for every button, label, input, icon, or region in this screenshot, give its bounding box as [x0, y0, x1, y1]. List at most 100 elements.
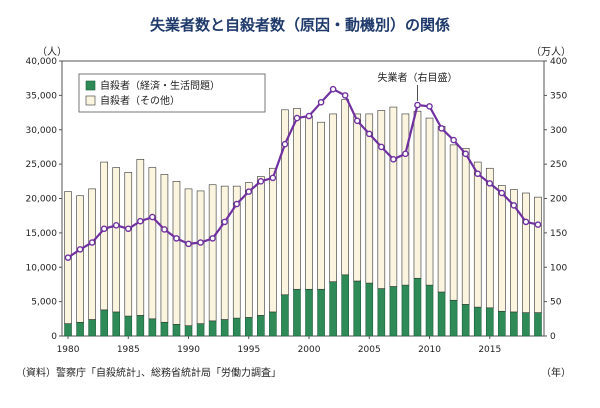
bar-economic	[269, 311, 277, 337]
unemployment-point	[64, 254, 72, 261]
right-tick-label: 0	[550, 332, 556, 342]
unemployment-point	[233, 200, 241, 208]
bar-other	[401, 113, 410, 286]
x-axis-unit: （年）	[541, 368, 571, 379]
bar-economic	[293, 288, 301, 337]
unemployment-point	[534, 221, 542, 228]
bar-economic	[148, 318, 157, 337]
bar-economic	[473, 306, 482, 337]
bar-economic	[220, 319, 229, 337]
left-tick-label: 25,000	[26, 160, 58, 170]
unemployment-point	[317, 98, 325, 106]
bar-economic	[100, 309, 108, 337]
unemployment-point	[450, 136, 457, 144]
unemployment-point	[498, 189, 506, 197]
bar-economic	[485, 307, 494, 337]
unemployment-point	[402, 150, 409, 158]
bar-other	[124, 172, 133, 317]
bar-economic	[353, 280, 362, 337]
bar-economic	[112, 311, 121, 337]
legend-swatch-economic	[85, 80, 96, 91]
unemployment-point	[474, 170, 482, 178]
unemployment-point	[76, 246, 84, 253]
bar-other	[293, 108, 301, 290]
bar-economic	[305, 288, 313, 337]
bar-economic	[76, 321, 84, 337]
bar-other	[473, 161, 482, 308]
bar-other	[317, 121, 325, 290]
unemployment-point	[305, 112, 313, 120]
unemployment-point	[173, 235, 180, 242]
unemployment-point	[486, 180, 494, 187]
bar-other	[76, 195, 84, 323]
bar-other	[305, 115, 313, 290]
left-tick-label: 20,000	[26, 195, 58, 205]
unemployment-point	[112, 222, 120, 229]
bar-other	[425, 117, 434, 286]
x-tick-label: 2010	[418, 345, 441, 355]
left-tick-label: 40,000	[26, 57, 58, 67]
bar-economic	[510, 311, 518, 337]
bar-economic	[232, 317, 241, 337]
bar-other	[389, 106, 398, 287]
legend-swatch-other	[85, 95, 96, 106]
bar-economic	[208, 320, 217, 337]
bar-other	[136, 159, 145, 316]
bar-economic	[244, 317, 253, 337]
unemployment-point	[100, 225, 108, 233]
bar-economic	[64, 323, 72, 337]
unemployment-point	[462, 150, 469, 158]
bar-economic	[281, 294, 289, 337]
bar-economic	[449, 299, 458, 337]
right-tick-label: 50	[550, 298, 562, 308]
unemployment-point	[378, 143, 385, 151]
bar-economic	[341, 274, 349, 337]
bar-economic	[498, 310, 506, 337]
bar-other	[449, 144, 458, 301]
bar-economic	[425, 284, 434, 337]
unemployment-point	[510, 202, 518, 209]
bar-economic	[437, 291, 446, 337]
left-tick-label: 30,000	[26, 126, 58, 136]
bar-economic	[413, 277, 422, 337]
chart-title: 失業者数と自殺者数（原因・動機別）の関係	[149, 16, 450, 34]
bar-economic	[534, 312, 542, 337]
bar-other	[365, 113, 374, 284]
bar-other	[534, 196, 542, 313]
bar-economic	[317, 288, 325, 337]
bar-other	[184, 188, 193, 326]
unemployment-point	[88, 239, 96, 246]
unemployment-point	[161, 226, 168, 233]
bar-other	[522, 192, 530, 313]
unemployment-point	[365, 130, 373, 138]
bar-other	[461, 148, 470, 305]
bar-other	[510, 189, 518, 313]
bar-other	[269, 167, 277, 313]
legend-label-other: 自殺者（その他）	[100, 94, 180, 107]
unemployment-point	[438, 125, 445, 132]
unemployment-line	[67, 87, 539, 259]
x-tick-label: 2000	[298, 345, 321, 355]
right-tick-label: 400	[550, 57, 567, 67]
unemployment-point	[353, 117, 361, 125]
legend-box	[78, 73, 266, 113]
right-tick-label: 100	[550, 263, 567, 273]
unemployment-point	[149, 213, 156, 221]
bar-other	[329, 113, 337, 282]
left-tick-label: 35,000	[26, 91, 58, 101]
bar-other	[196, 190, 205, 324]
bar-other	[281, 109, 289, 296]
bar-economic	[365, 282, 374, 337]
bar-economic	[257, 315, 265, 337]
bar-economic	[401, 284, 410, 337]
bar-other	[232, 185, 241, 319]
bar-other	[413, 110, 422, 279]
bar-other	[244, 182, 253, 318]
bar-other	[148, 167, 157, 320]
x-tick-label: 1985	[117, 345, 140, 355]
bar-economic	[184, 325, 193, 337]
unemployment-point	[522, 218, 530, 226]
bar-economic	[172, 324, 181, 337]
x-tick-label: 2015	[478, 345, 501, 355]
right-axis-unit: （万人）	[531, 47, 571, 58]
